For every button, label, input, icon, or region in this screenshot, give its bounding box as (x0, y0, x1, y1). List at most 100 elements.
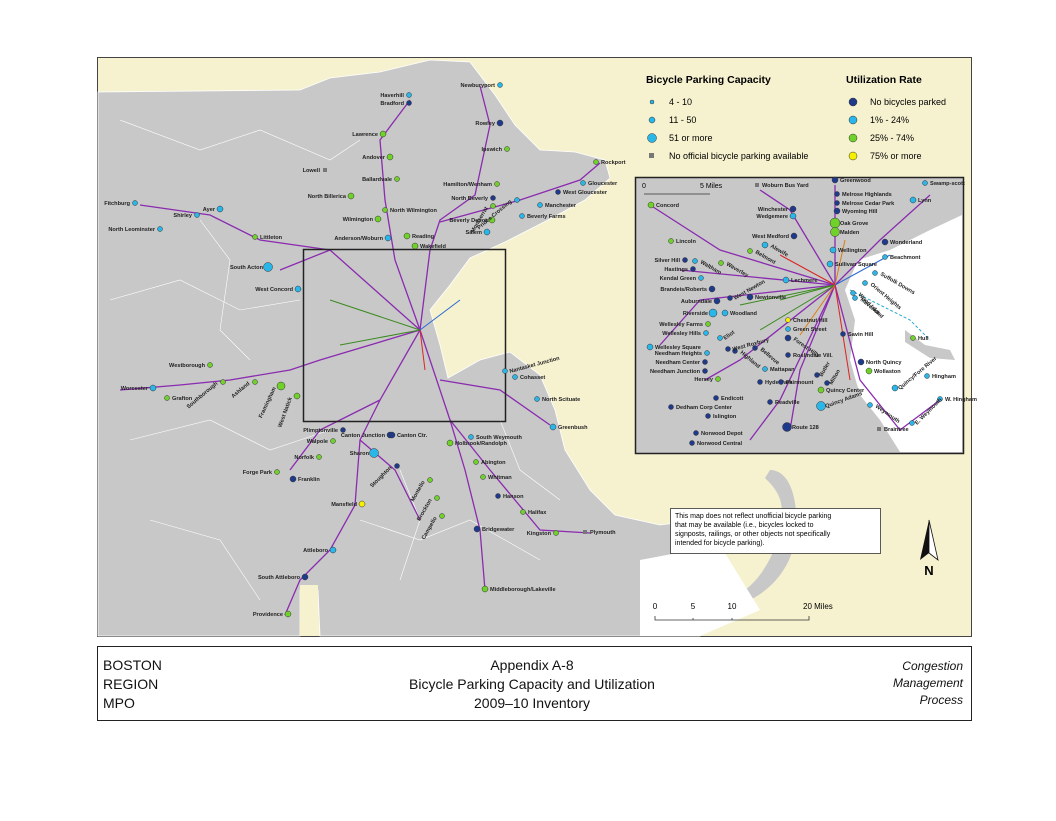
station-label: Beverly Farms (527, 214, 566, 220)
station-label: Grafton (172, 396, 193, 402)
station-label: Providence (253, 612, 283, 618)
station-dot (757, 379, 763, 385)
station-dot (816, 401, 826, 411)
station-dot (216, 205, 224, 213)
cape-cod (745, 470, 797, 600)
station-label: Fitchburg (104, 201, 130, 207)
station-label: North Scituate (542, 397, 580, 403)
note-line: that may be available (i.e., bicycles lo… (675, 522, 814, 529)
station-dot (789, 205, 797, 213)
station-label: South Weymouth (476, 435, 522, 441)
ocean (640, 545, 760, 636)
station-dot (340, 427, 346, 433)
station-label: Woodland (730, 311, 758, 317)
scale-bar: 0 5 10 20 Miles (653, 602, 833, 621)
legend-symbol (648, 116, 656, 124)
station-label: Green Street (793, 327, 827, 333)
station-dot (689, 440, 695, 446)
station-label: Gloucester (588, 181, 618, 187)
station-label: Needham Center (656, 360, 701, 366)
station-dot (374, 215, 382, 223)
station-label: Wollaston (874, 369, 901, 375)
station-label: Lawrence (352, 132, 378, 138)
station-label: Beverly Depot (449, 218, 487, 224)
station-dot (789, 212, 797, 220)
station-dot (703, 330, 709, 336)
station-label: Mattapan (770, 367, 795, 373)
station-dot (481, 585, 489, 593)
station-dot (284, 610, 292, 618)
station-label: Sharon (350, 451, 370, 457)
station-label: Newburyport (461, 83, 496, 89)
station-label: Chestnut Hill (793, 318, 828, 324)
station-dot (831, 176, 839, 184)
station-dot (713, 395, 719, 401)
station-dot (553, 530, 559, 536)
footer-title: 2009–10 Inventory (474, 695, 590, 711)
station-label: Hull (918, 336, 929, 342)
station-label: North Leominster (108, 227, 155, 233)
station-dot (762, 366, 768, 372)
station-dot (857, 358, 865, 366)
station-label: Norfolk (294, 455, 314, 461)
station-dot (480, 474, 486, 480)
station-dot (329, 546, 337, 554)
station-dot (406, 100, 412, 106)
station-label: Needham Junction (650, 369, 701, 375)
station-dot (761, 241, 769, 249)
station-dot (840, 331, 846, 337)
inset-extent (302, 248, 507, 423)
station-label: Hastings (664, 267, 688, 273)
station-no-parking (323, 168, 327, 172)
station-label: Sullivan Square (835, 262, 877, 268)
footer-left: BOSTON (103, 657, 162, 673)
note-line: signposts, railings, or other objects no… (675, 531, 831, 538)
station-dot (394, 176, 400, 182)
legend-symbol (848, 133, 858, 143)
station-label: North Quincy (866, 360, 902, 366)
station-label: Whitman (488, 475, 512, 481)
station-label: Plymouth (590, 530, 616, 536)
legend-item: No bicycles parked (870, 97, 946, 107)
station-dot (293, 392, 301, 400)
station-label: West Gloucester (563, 190, 608, 196)
station-dot (473, 459, 479, 465)
station-label: Concord (656, 203, 680, 209)
station-label: Worcester (121, 386, 149, 392)
station-dot (386, 153, 394, 161)
station-label: Oak Grove (840, 221, 868, 227)
station-dot (718, 260, 724, 266)
station-label: Canton Junction (341, 433, 386, 439)
station-dot (767, 399, 773, 405)
north-arrow-half (928, 519, 939, 562)
station-dot (922, 180, 928, 186)
station-dot (252, 379, 258, 385)
station-label: Savin Hill (848, 332, 874, 338)
station-dot (865, 367, 873, 375)
station-dot (747, 248, 753, 254)
station-dot (785, 326, 791, 332)
station-dot (488, 216, 496, 224)
footer-box (97, 646, 972, 721)
station-label: Norwood Central (697, 441, 743, 447)
station-label: West Medford (752, 234, 789, 240)
station-label: Salem (466, 230, 483, 236)
station-label: Malden (840, 230, 860, 236)
station-label: Melrose Highlands (842, 192, 892, 198)
station-dot (427, 477, 433, 483)
station-dot (388, 431, 396, 439)
station-dot (881, 238, 889, 246)
station-label: Rowley (475, 121, 495, 127)
station-label: Franklin (298, 477, 320, 483)
station-dot (909, 196, 917, 204)
station-dot (713, 297, 721, 305)
station-label: Manchester (545, 203, 577, 209)
legend-item: 4 - 10 (669, 97, 692, 107)
station-label: Cohasset (520, 375, 545, 381)
station-dot (727, 295, 733, 301)
north-label: N (924, 563, 933, 578)
station-dot (833, 207, 841, 215)
station-dot (891, 384, 899, 392)
legend-title: Bicycle Parking Capacity (646, 74, 771, 86)
